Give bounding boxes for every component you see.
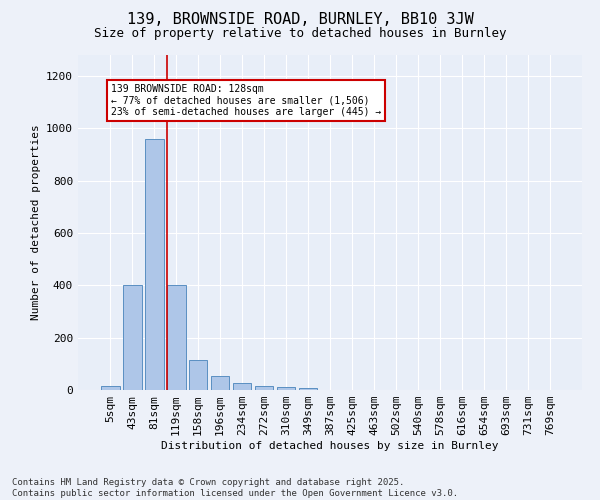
Bar	[189, 360, 208, 390]
Y-axis label: Number of detached properties: Number of detached properties	[31, 124, 41, 320]
Text: Contains HM Land Registry data © Crown copyright and database right 2025.
Contai: Contains HM Land Registry data © Crown c…	[12, 478, 458, 498]
Bar	[145, 138, 164, 390]
Bar	[211, 376, 229, 390]
Bar	[167, 286, 185, 390]
Bar	[233, 384, 251, 390]
Bar	[299, 388, 317, 390]
Text: 139, BROWNSIDE ROAD, BURNLEY, BB10 3JW: 139, BROWNSIDE ROAD, BURNLEY, BB10 3JW	[127, 12, 473, 28]
Text: 139 BROWNSIDE ROAD: 128sqm
← 77% of detached houses are smaller (1,506)
23% of s: 139 BROWNSIDE ROAD: 128sqm ← 77% of deta…	[112, 84, 382, 117]
Bar	[123, 286, 142, 390]
Bar	[101, 386, 119, 390]
Bar	[277, 388, 295, 390]
X-axis label: Distribution of detached houses by size in Burnley: Distribution of detached houses by size …	[161, 441, 499, 451]
Bar	[255, 386, 274, 390]
Text: Size of property relative to detached houses in Burnley: Size of property relative to detached ho…	[94, 28, 506, 40]
